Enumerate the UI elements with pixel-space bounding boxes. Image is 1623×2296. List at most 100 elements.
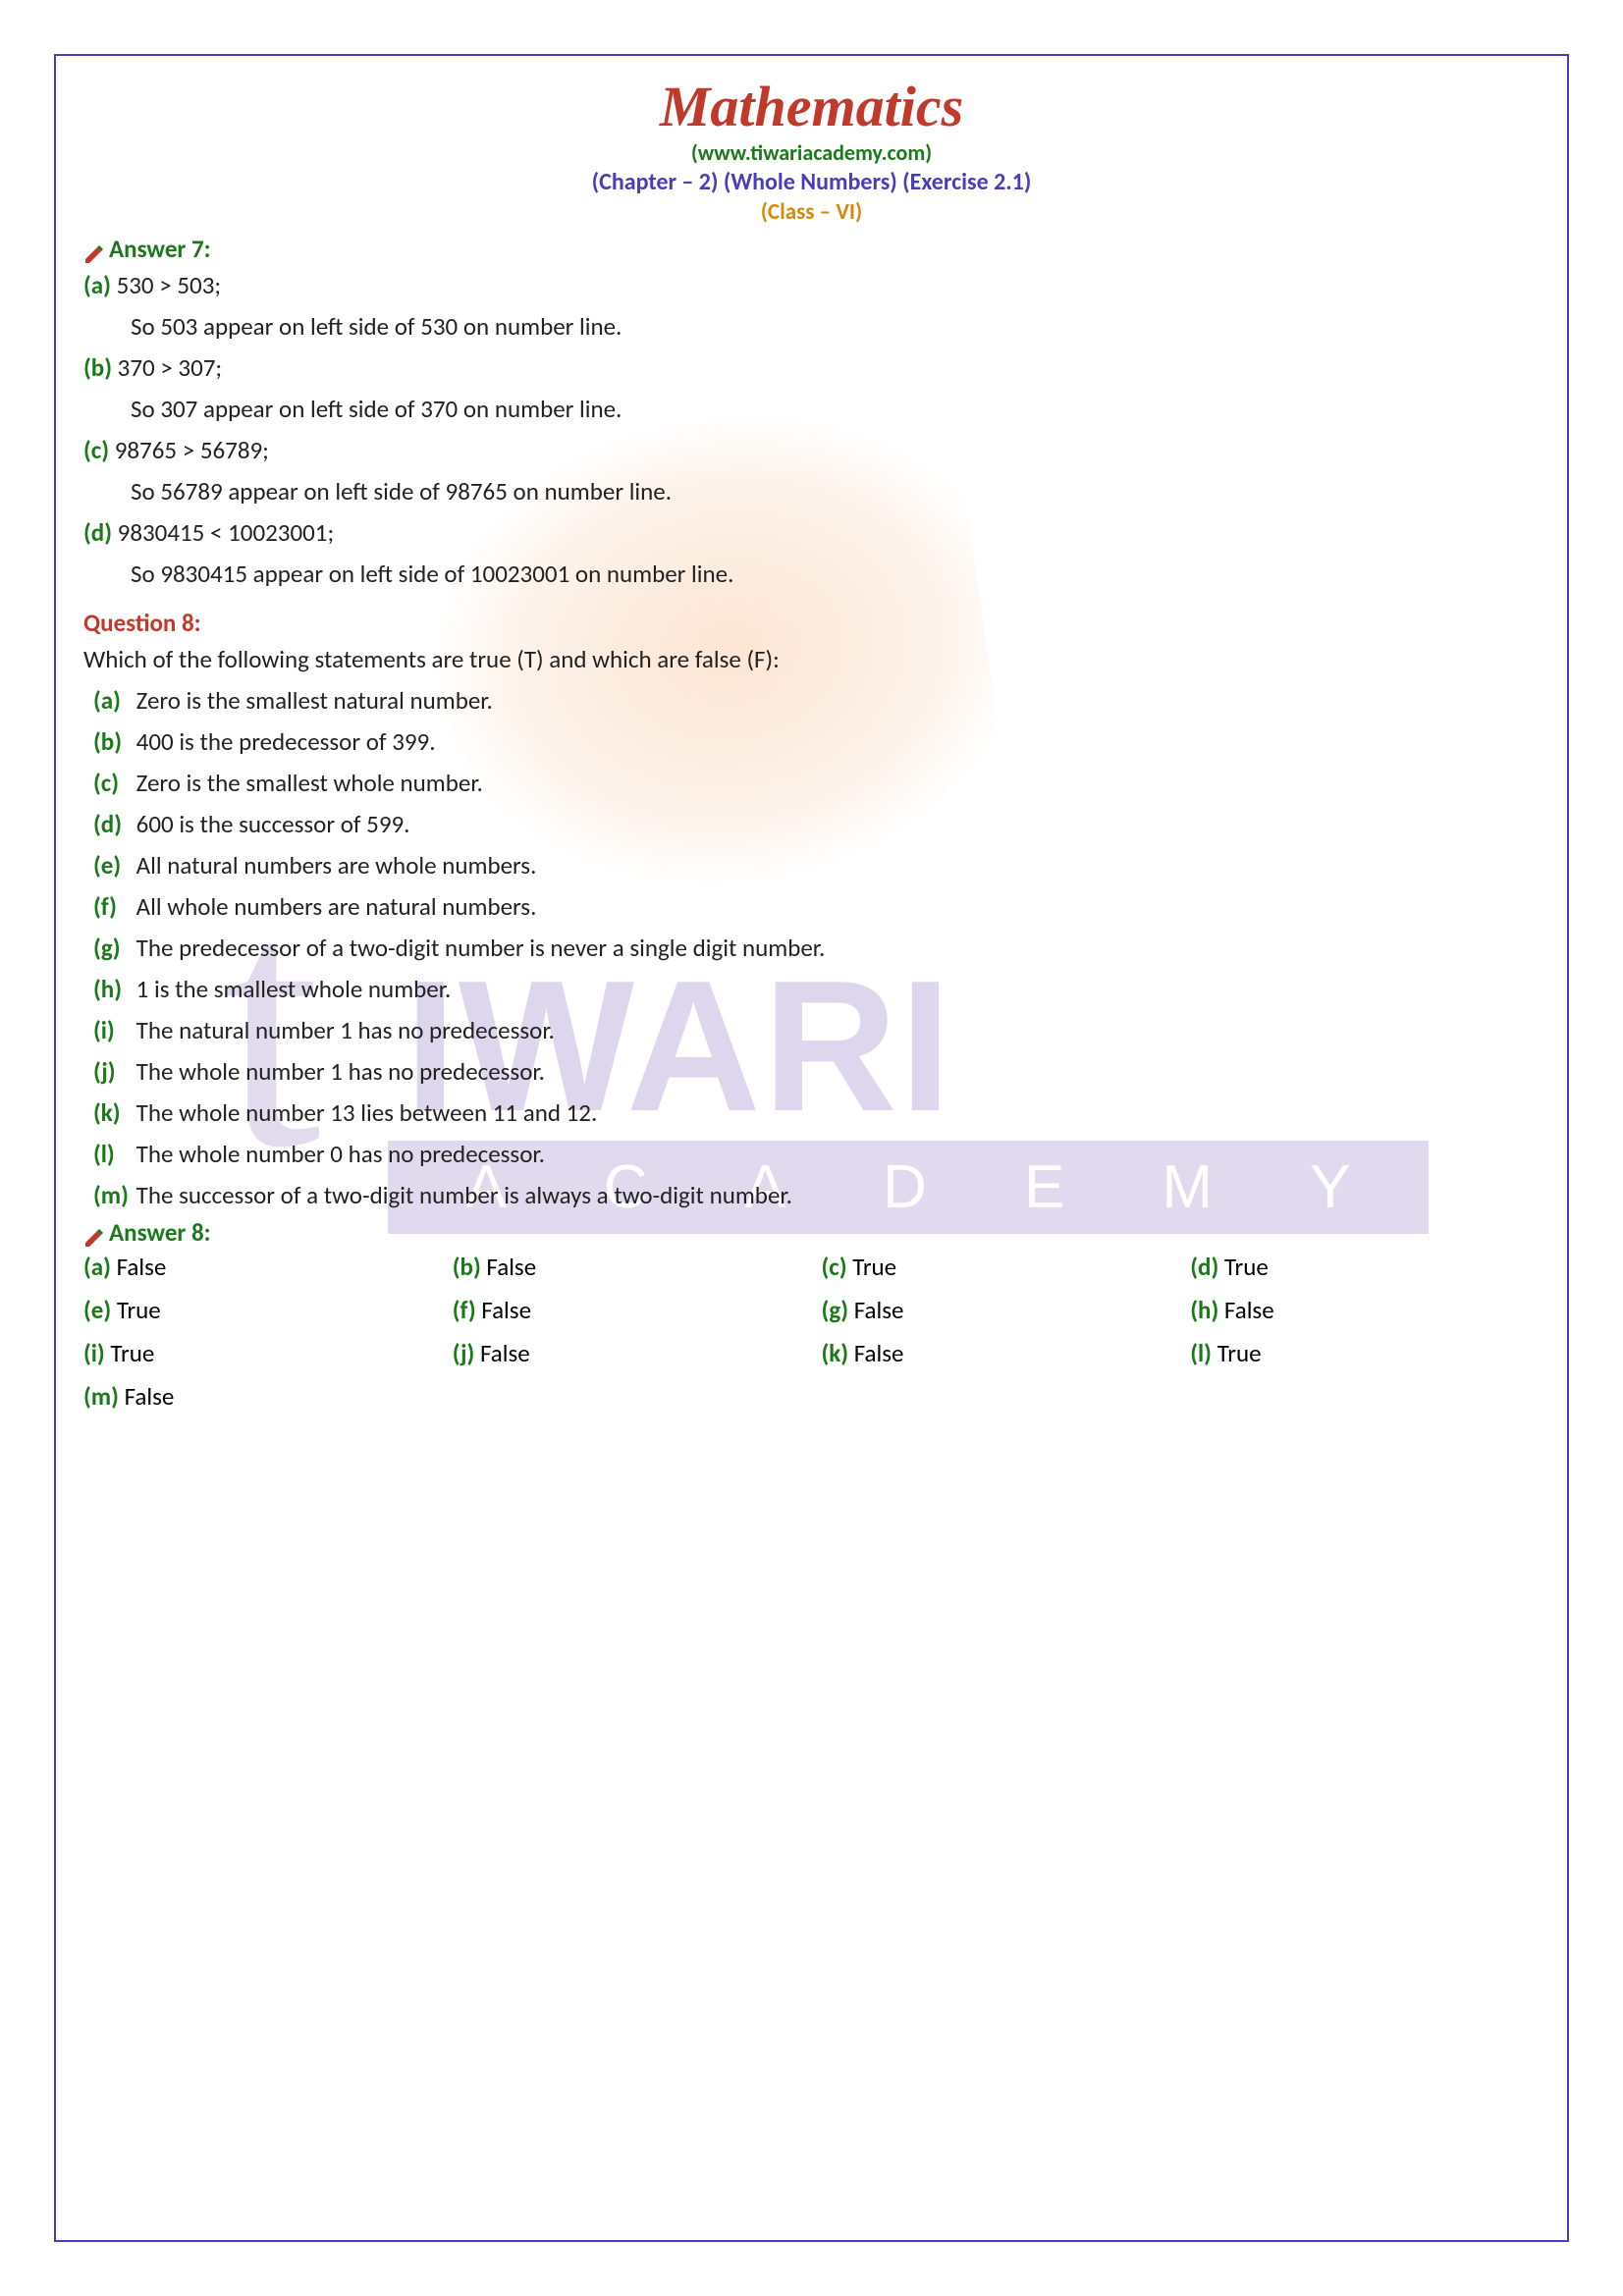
q8-text: The predecessor of a two-digit number is… [136,933,826,963]
q8-text: The natural number 1 has no predecessor. [136,1015,555,1045]
part-label: (c) [93,764,131,803]
q8-text: 600 is the successor of 599. [136,809,410,839]
part-label: (d) [93,805,131,844]
q8-item: (h) 1 is the smallest whole number. [83,970,1540,1009]
part-label: (l) [1190,1338,1212,1368]
ans8-cell: (f) False [453,1291,802,1330]
q8-item: (j) The whole number 1 has no predecesso… [83,1052,1540,1092]
ans8-cell: (a) False [83,1248,433,1287]
part-label: (d) [83,517,112,548]
question-8-prompt: Which of the following statements are tr… [83,640,1540,679]
part-label: (a) [83,1252,111,1282]
question-8-heading: Question 8: [83,608,1540,638]
part-label: (m) [93,1176,131,1215]
part-label: (b) [93,722,131,762]
part-label: (j) [453,1338,475,1368]
q8-item: (a) Zero is the smallest natural number. [83,681,1540,721]
part-label: (a) [93,681,131,721]
q8-text: The whole number 1 has no predecessor. [136,1056,545,1087]
ans8-val: True [110,1338,154,1368]
ans7-b-stmt: 370 > 307; [118,352,222,383]
ans8-val: False [125,1381,175,1412]
question-8-items: (a) Zero is the smallest natural number.… [83,681,1540,1215]
ans7-d-explain: So 9830415 appear on left side of 100230… [83,555,1540,594]
ans7-a: (a) 530 > 503; [83,266,1540,305]
part-label: (k) [93,1094,131,1133]
part-label: (b) [453,1252,481,1282]
part-label: (e) [83,1295,111,1325]
answer-8-heading: Answer 8: [83,1217,1540,1248]
q8-item: (i) The natural number 1 has no predeces… [83,1011,1540,1050]
content: Mathematics (www.tiwariacademy.com) (Cha… [83,74,1540,1416]
part-label: (h) [1190,1295,1218,1325]
ans8-cell: (k) False [822,1334,1171,1373]
q8-text: The whole number 0 has no predecessor. [136,1139,545,1169]
ans8-cell: (d) True [1190,1248,1540,1287]
ans8-val: True [1217,1338,1262,1368]
part-label: (b) [83,352,112,383]
part-label: (l) [93,1135,131,1174]
q8-text: 400 is the predecessor of 399. [136,726,436,757]
pencil-icon [83,1223,105,1243]
ans8-val: True [117,1295,161,1325]
ans8-cell: (j) False [453,1334,802,1373]
chapter-line: (Chapter – 2) (Whole Numbers) (Exercise … [83,168,1540,196]
q8-item: (m) The successor of a two-digit number … [83,1176,1540,1215]
part-label: (c) [83,435,109,465]
part-label: (i) [83,1338,105,1368]
ans8-val: True [852,1252,896,1282]
q8-item: (g) The predecessor of a two-digit numbe… [83,929,1540,968]
ans7-b-explain: So 307 appear on left side of 370 on num… [83,390,1540,429]
ans8-cell: (c) True [822,1248,1171,1287]
ans8-val: False [117,1252,167,1282]
ans8-val: False [1224,1295,1274,1325]
ans8-cell: (i) True [83,1334,433,1373]
q8-item: (e) All natural numbers are whole number… [83,846,1540,885]
q8-text: The successor of a two-digit number is a… [136,1180,792,1210]
ans7-c-stmt: 98765 > 56789; [115,435,269,465]
part-label: (g) [822,1295,849,1325]
answer-8-text: Answer 8: [109,1217,211,1248]
ans7-c-explain: So 56789 appear on left side of 98765 on… [83,472,1540,511]
ans8-cell: (b) False [453,1248,802,1287]
ans8-val: False [480,1338,530,1368]
answer-7-heading: Answer 7: [83,234,1540,264]
q8-item: (c) Zero is the smallest whole number. [83,764,1540,803]
part-label: (f) [453,1295,476,1325]
part-label: (k) [822,1338,849,1368]
q8-item: (k) The whole number 13 lies between 11 … [83,1094,1540,1133]
ans7-d-stmt: 9830415 < 10023001; [118,517,335,548]
part-label: (g) [93,929,131,968]
answer-7-body: (a) 530 > 503; So 503 appear on left sid… [83,266,1540,594]
q8-item: (d) 600 is the successor of 599. [83,805,1540,844]
answer-7-text: Answer 7: [109,234,211,264]
part-label: (e) [93,846,131,885]
part-label: (a) [83,270,111,300]
ans8-cell: (h) False [1190,1291,1540,1330]
ans8-val: False [854,1295,904,1325]
ans8-val: True [1224,1252,1269,1282]
q8-item: (b) 400 is the predecessor of 399. [83,722,1540,762]
q8-item: (f) All whole numbers are natural number… [83,887,1540,927]
answer-8-grid: (a) False (b) False (c) True (d) True (e… [83,1248,1540,1416]
q8-text: 1 is the smallest whole number. [136,974,452,1004]
part-label: (j) [93,1052,131,1092]
part-label: (i) [93,1011,131,1050]
part-label: (m) [83,1381,119,1412]
ans7-b: (b) 370 > 307; [83,348,1540,388]
q8-text: Zero is the smallest natural number. [136,685,493,716]
q8-text: All natural numbers are whole numbers. [136,850,537,881]
ans8-cell: (l) True [1190,1334,1540,1373]
document-header: Mathematics (www.tiwariacademy.com) (Cha… [83,74,1540,226]
pencil-icon [83,240,105,259]
ans8-val: False [854,1338,904,1368]
ans8-val: False [481,1295,531,1325]
ans8-val: False [486,1252,536,1282]
q8-text: The whole number 13 lies between 11 and … [136,1097,598,1128]
part-label: (d) [1190,1252,1218,1282]
part-label: (c) [822,1252,847,1282]
class-line: (Class – VI) [83,198,1540,226]
ans8-cell: (e) True [83,1291,433,1330]
q8-text: Zero is the smallest whole number. [136,768,483,798]
ans7-a-stmt: 530 > 503; [117,270,221,300]
